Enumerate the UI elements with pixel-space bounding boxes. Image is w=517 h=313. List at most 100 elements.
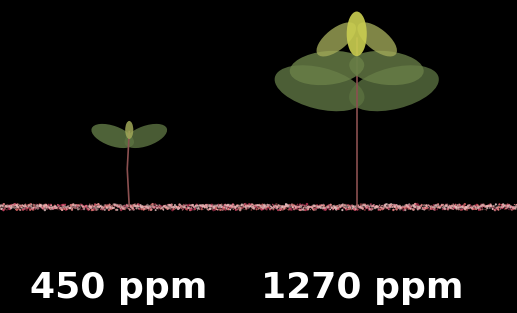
Point [321,205,329,210]
Point [26,207,34,212]
Point [343,204,352,209]
Point [40,205,48,210]
Point [500,204,508,209]
Point [128,204,136,209]
Point [162,203,170,208]
Point [20,204,28,209]
Point [80,204,88,209]
Point [175,202,184,207]
Point [117,206,125,211]
Point [358,206,367,211]
Point [16,207,24,212]
Point [4,204,12,209]
Point [459,204,467,209]
Point [317,202,325,207]
Point [42,203,51,208]
Point [229,203,237,208]
Point [146,205,154,210]
Point [265,203,273,208]
Point [313,203,321,208]
Point [450,205,459,210]
Point [15,206,23,211]
Point [242,205,250,210]
Point [105,208,113,213]
Point [244,203,252,208]
Point [3,208,11,213]
Point [221,203,230,208]
Point [451,203,459,208]
Point [119,205,128,210]
Point [412,204,420,209]
Point [242,203,251,208]
Point [148,202,157,207]
Point [382,207,390,212]
Point [127,204,135,209]
Point [42,203,50,208]
Point [137,204,145,209]
Ellipse shape [125,124,167,148]
Point [258,202,267,207]
Point [418,205,427,210]
Point [111,203,119,208]
Point [355,205,363,210]
Point [413,204,421,209]
Point [285,206,294,211]
Point [218,207,226,212]
Point [396,204,404,209]
Point [111,203,119,208]
Point [272,203,280,208]
Point [252,203,261,208]
Point [500,207,509,212]
Point [445,205,453,210]
Point [28,206,37,211]
Point [231,205,239,210]
Point [461,202,469,207]
Point [24,203,32,208]
Point [146,204,155,209]
Point [374,205,383,210]
Point [480,203,489,208]
Point [30,204,38,209]
Point [240,207,248,212]
Point [429,204,437,209]
Point [400,205,408,210]
Point [381,203,389,208]
Point [273,204,281,209]
Point [408,203,416,208]
Point [342,206,350,211]
Point [347,207,356,212]
Point [313,203,322,208]
Point [479,203,488,208]
Point [127,203,135,208]
Point [232,208,240,213]
Point [101,203,109,208]
Point [240,202,249,207]
Point [464,203,472,208]
Point [130,207,138,212]
Point [507,204,515,209]
Point [332,207,341,212]
Point [186,208,194,213]
Point [340,205,348,210]
Point [307,204,315,209]
Point [195,203,204,208]
Point [143,204,151,209]
Point [391,204,399,209]
Point [96,205,104,210]
Point [194,205,202,210]
Point [18,205,26,210]
Point [259,207,267,212]
Point [158,204,166,209]
Point [436,205,444,210]
Point [406,206,415,211]
Point [478,203,486,208]
Point [401,208,409,213]
Point [212,206,220,211]
Point [423,206,432,211]
Point [255,206,263,211]
Point [358,205,366,210]
Point [503,205,511,210]
Point [5,203,13,208]
Ellipse shape [316,22,356,56]
Point [194,206,203,211]
